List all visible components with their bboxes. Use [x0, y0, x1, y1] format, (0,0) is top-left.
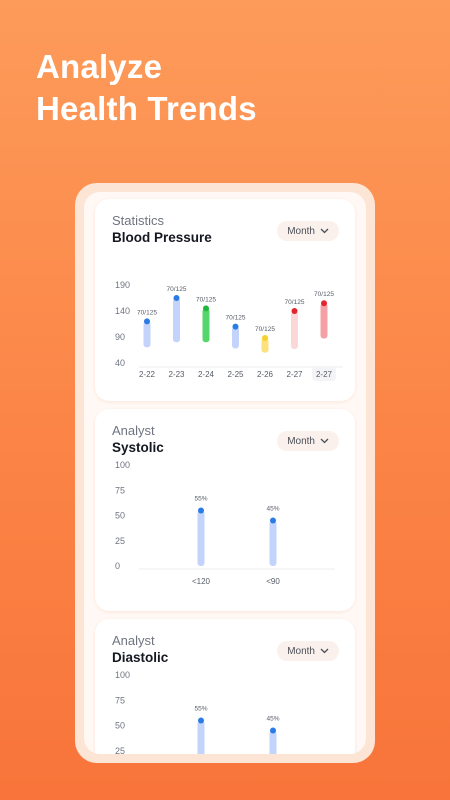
- bar-dot: [203, 305, 209, 312]
- headline-line-1: Analyze: [36, 48, 163, 85]
- blood-pressure-card: Statistics Blood Pressure Month 190 140 90…: [95, 199, 355, 401]
- y-tick-label: 40: [115, 358, 125, 368]
- bar-data-label: 70/125: [226, 315, 246, 322]
- bar-dot: [198, 717, 204, 724]
- card-subtitle: Statistics: [112, 213, 165, 228]
- systolic-card: Analyst Systolic Month 100 75 50 25 0 55% <120…: [95, 409, 355, 611]
- period-label: Month: [287, 435, 315, 447]
- x-category-label: 2-25: [227, 370, 244, 379]
- period-label: Month: [287, 645, 315, 657]
- chevron-down-icon: [320, 438, 329, 444]
- bar-dot: [144, 318, 150, 325]
- phone-screen: Statistics Blood Pressure Month 190 140 90…: [84, 192, 366, 754]
- y-tick-label: 190: [115, 280, 130, 290]
- headline: Analyze Health Trends: [36, 46, 257, 130]
- bar-data-label: 55%: [194, 495, 207, 502]
- y-tick-label: 100: [115, 460, 130, 470]
- y-tick-label: 50: [115, 511, 125, 521]
- systolic-chart: 100 75 50 25 0 55% <120 45% <90: [115, 460, 335, 586]
- bar-data-label: 70/125: [285, 299, 305, 306]
- x-category-label: 2-22: [139, 370, 156, 379]
- range-bar: [261, 338, 269, 353]
- range-bar: [291, 311, 298, 349]
- diastolic-card: Analyst Diastolic Month 100 75 50 25 0 55% <12…: [95, 619, 355, 754]
- period-dropdown[interactable]: Month: [277, 221, 339, 241]
- selected-category-highlight: [312, 366, 336, 381]
- period-label: Month: [287, 225, 315, 237]
- x-category-label: 2-27: [286, 370, 303, 379]
- card-title: Systolic: [112, 440, 164, 455]
- y-tick-label: 100: [115, 670, 130, 680]
- card-subtitle: Analyst: [112, 633, 155, 648]
- y-tick-label: 25: [115, 536, 125, 546]
- bar-dot: [173, 295, 180, 301]
- value-bar: [197, 510, 205, 566]
- y-tick-label: 90: [115, 332, 125, 342]
- bar-data-label: 45%: [266, 506, 279, 513]
- value-bar: [269, 520, 277, 566]
- bar-dot: [270, 517, 276, 524]
- value-bar: [197, 720, 205, 754]
- y-tick-label: 0: [115, 561, 120, 571]
- bar-dot: [262, 335, 268, 342]
- y-tick-label: 140: [115, 306, 130, 316]
- x-category-label: 2-26: [257, 370, 274, 379]
- range-bar: [173, 298, 180, 343]
- x-category-label: <90: [266, 577, 280, 586]
- bar-dot: [291, 308, 298, 314]
- y-tick-label: 50: [115, 721, 125, 731]
- bar-data-label: 70/125: [137, 309, 157, 316]
- period-dropdown[interactable]: Month: [277, 641, 339, 661]
- bar-data-label: 45%: [266, 716, 279, 723]
- range-bar: [202, 308, 210, 343]
- card-title: Blood Pressure: [112, 230, 212, 245]
- bar-data-label: 55%: [194, 705, 207, 712]
- range-bar: [320, 303, 328, 339]
- card-subtitle: Analyst: [112, 423, 155, 438]
- chevron-down-icon: [320, 228, 329, 234]
- bar-data-label: 70/125: [167, 286, 187, 293]
- blood-pressure-chart: 190 140 90 40 70/125 70/125 70/125 70/125 70/125…: [115, 280, 343, 381]
- y-tick-label: 25: [115, 746, 125, 754]
- bar-dot: [270, 727, 276, 734]
- x-category-label: <120: [192, 577, 211, 586]
- y-tick-label: 75: [115, 695, 125, 705]
- bar-dot: [232, 323, 239, 330]
- phone-frame: Statistics Blood Pressure Month 190 140 90…: [75, 183, 375, 763]
- bar-dot: [198, 507, 204, 514]
- period-dropdown[interactable]: Month: [277, 431, 339, 451]
- headline-line-2: Health Trends: [36, 90, 257, 127]
- chevron-down-icon: [320, 648, 329, 654]
- bar-data-label: 70/125: [255, 326, 275, 333]
- range-bar: [143, 321, 151, 348]
- bar-data-label: 70/125: [314, 291, 334, 298]
- bar-dot: [321, 300, 327, 307]
- bar-data-label: 70/125: [196, 296, 216, 303]
- x-category-label: 2-23: [168, 370, 185, 379]
- card-title: Diastolic: [112, 650, 169, 665]
- x-category-label: 2-27: [316, 370, 333, 379]
- range-bar: [232, 326, 239, 349]
- y-tick-label: 75: [115, 485, 125, 495]
- x-category-label: 2-24: [198, 370, 215, 379]
- value-bar: [269, 730, 277, 754]
